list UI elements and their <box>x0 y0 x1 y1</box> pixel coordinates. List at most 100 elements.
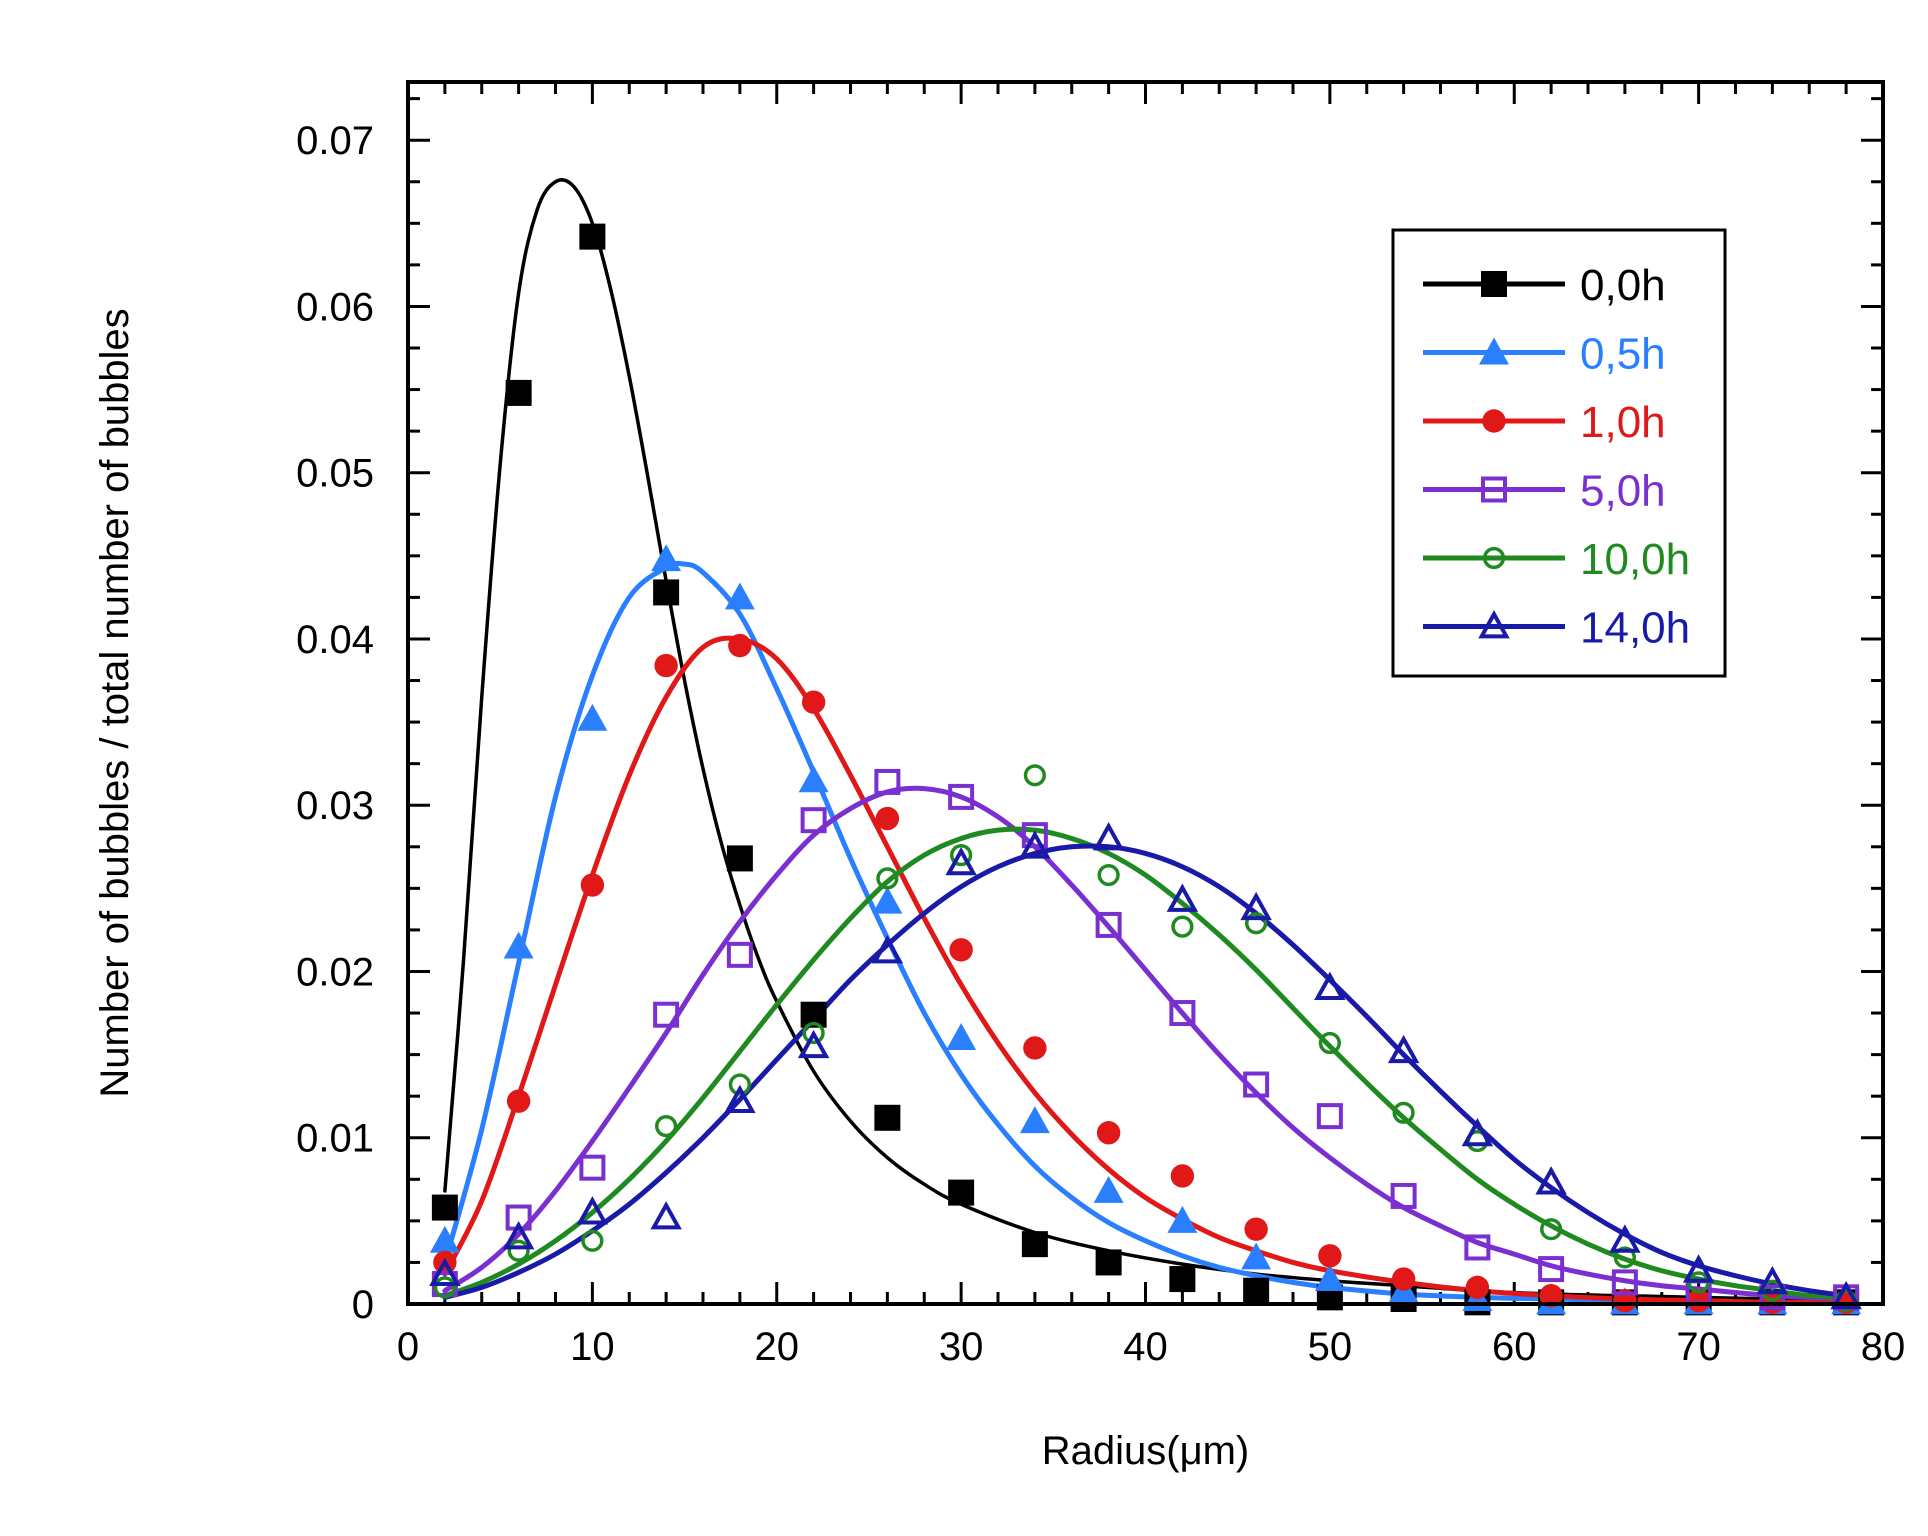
y-tick-label: 0.03 <box>296 784 374 828</box>
data-point <box>653 579 680 606</box>
data-point <box>1535 1166 1567 1195</box>
data-point <box>576 1196 609 1225</box>
data-point <box>1392 1101 1415 1124</box>
data-point <box>945 846 977 876</box>
data-point <box>505 379 532 406</box>
data-point <box>429 1225 460 1253</box>
data-point <box>1169 1000 1196 1027</box>
legend-entry: 1,0h <box>1423 398 1666 447</box>
data-point <box>948 783 975 810</box>
data-point <box>1023 1036 1047 1060</box>
x-tick-label: 20 <box>755 1325 800 1369</box>
data-point <box>506 1089 531 1113</box>
legend-entry: 0,5h <box>1423 330 1666 379</box>
y-tick-label: 0.07 <box>296 119 374 163</box>
data-point <box>651 544 682 572</box>
data-point <box>1243 1071 1270 1098</box>
data-point <box>874 768 901 795</box>
data-point <box>800 807 827 834</box>
data-point <box>1021 822 1048 849</box>
fit-curve-series-1 <box>442 560 1849 1305</box>
data-point <box>875 806 900 831</box>
legend-entry: 10,0h <box>1423 535 1690 584</box>
data-point <box>726 845 753 872</box>
fit-curves <box>442 178 1849 1305</box>
x-tick-label: 10 <box>570 1325 615 1369</box>
legend-label: 10,0h <box>1580 535 1690 584</box>
data-point <box>1245 912 1268 935</box>
data-point <box>1613 1246 1636 1269</box>
data-point <box>1611 1269 1638 1296</box>
data-point <box>874 1104 901 1131</box>
data-point <box>1540 1218 1563 1241</box>
data-point <box>581 1229 604 1252</box>
data-point <box>654 653 678 678</box>
data-point <box>1682 1254 1715 1283</box>
data-point <box>948 1179 975 1206</box>
data-point <box>1019 1106 1050 1134</box>
x-tick-label: 80 <box>1861 1325 1906 1369</box>
data-point <box>577 703 608 731</box>
data-point <box>1464 1234 1491 1261</box>
y-tick-label: 0.01 <box>296 1117 374 1161</box>
data-point <box>801 690 826 714</box>
data-point <box>1461 1117 1494 1147</box>
data-point <box>1240 891 1272 921</box>
legend-label: 0,0h <box>1580 261 1666 310</box>
legend-entry: 5,0h <box>1423 467 1666 516</box>
fit-curve-series-5 <box>442 843 1849 1300</box>
data-point <box>949 938 973 962</box>
legend-label: 14,0h <box>1580 604 1690 653</box>
fit-curve-series-3 <box>442 785 1849 1302</box>
data-point <box>1539 1283 1563 1308</box>
legend-marker <box>1482 409 1506 433</box>
data-point <box>1095 1249 1122 1276</box>
data-point <box>579 1154 606 1181</box>
data-point <box>802 1021 825 1045</box>
data-point <box>1314 971 1346 1000</box>
y-tick-label: 0.02 <box>296 950 374 994</box>
y-tick-label: 0.04 <box>296 618 374 662</box>
data-point <box>429 1257 461 1286</box>
data-point <box>1538 1256 1565 1283</box>
data-point <box>1171 915 1194 938</box>
data-point <box>1318 1244 1342 1268</box>
legend-marker <box>1479 337 1509 365</box>
data-point <box>797 1029 830 1059</box>
y-tick-label: 0.05 <box>296 452 374 496</box>
data-point <box>1095 911 1122 938</box>
x-tick-label: 40 <box>1123 1325 1168 1369</box>
legend-marker <box>1482 546 1506 570</box>
legend-label: 1,0h <box>1580 398 1666 447</box>
x-tick-label: 0 <box>397 1325 419 1369</box>
x-tick-label: 50 <box>1308 1325 1353 1369</box>
plot-frame <box>406 80 1885 1306</box>
data-point <box>1019 830 1051 859</box>
data-point <box>726 941 753 968</box>
data-point <box>431 1194 458 1221</box>
legend-label: 0,5h <box>1580 330 1666 379</box>
y-tick-label: 0 <box>352 1283 374 1327</box>
data-point <box>728 1073 751 1096</box>
data-point <box>728 633 752 658</box>
data-point <box>1316 1103 1343 1130</box>
data-point <box>1243 1277 1270 1304</box>
legend-entry: 0,0h <box>1423 261 1666 310</box>
legend-marker <box>1481 271 1507 297</box>
data-point <box>433 1276 456 1299</box>
data-point <box>1023 764 1046 787</box>
data-point <box>1686 1288 1711 1313</box>
tick-labels: 0 10 20 30 40 50 60 70 80 0 0.01 0.02 0.03 0.04 0.05 0.… <box>296 119 1905 1369</box>
data-point <box>1391 1267 1416 1291</box>
x-tick-label: 60 <box>1492 1325 1537 1369</box>
x-tick-label: 70 <box>1676 1325 1721 1369</box>
data-point <box>1096 1121 1121 1145</box>
y-axis-title: Number of bubbles / total number of bubb… <box>93 308 137 1097</box>
data-point <box>1167 1205 1198 1233</box>
data-point <box>1830 1280 1862 1310</box>
data-point <box>1244 1217 1268 1241</box>
data-point <box>1092 822 1125 851</box>
data-point <box>872 886 903 914</box>
data-point <box>1093 1175 1124 1203</box>
